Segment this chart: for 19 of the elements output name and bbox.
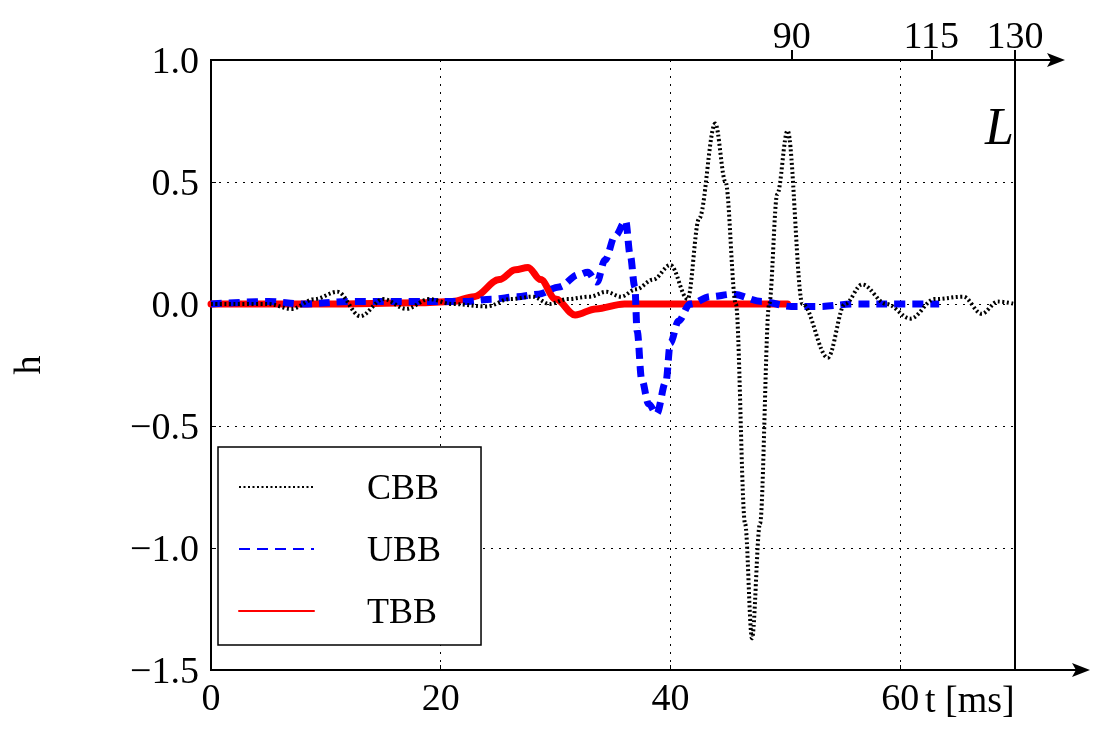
y-tick-label: −1.0	[130, 527, 199, 569]
x2-tick-label: 90	[772, 14, 811, 56]
legend-label: TBB	[367, 591, 438, 631]
x2-tick-label: 115	[903, 14, 960, 56]
y-tick-label: −1.5	[130, 649, 199, 691]
x-tick-label: 40	[651, 676, 690, 718]
y-tick-label: 0.5	[151, 161, 199, 203]
x2-axis-title: L	[984, 97, 1014, 155]
x-tick-label: 20	[421, 676, 460, 718]
y-axis-title: h	[6, 355, 48, 375]
y-tick-label: −0.5	[130, 405, 199, 447]
legend-label: CBB	[367, 467, 440, 507]
legend-label: UBB	[367, 529, 442, 569]
x-tick-label: 0	[201, 676, 221, 718]
x-axis-title: t [ms]	[925, 678, 1015, 720]
x2-tick-label: 130	[986, 14, 1044, 56]
x-tick-label: 60	[881, 676, 920, 718]
y-tick-label: 1.0	[151, 39, 199, 81]
y-tick-label: 0.0	[151, 283, 199, 325]
